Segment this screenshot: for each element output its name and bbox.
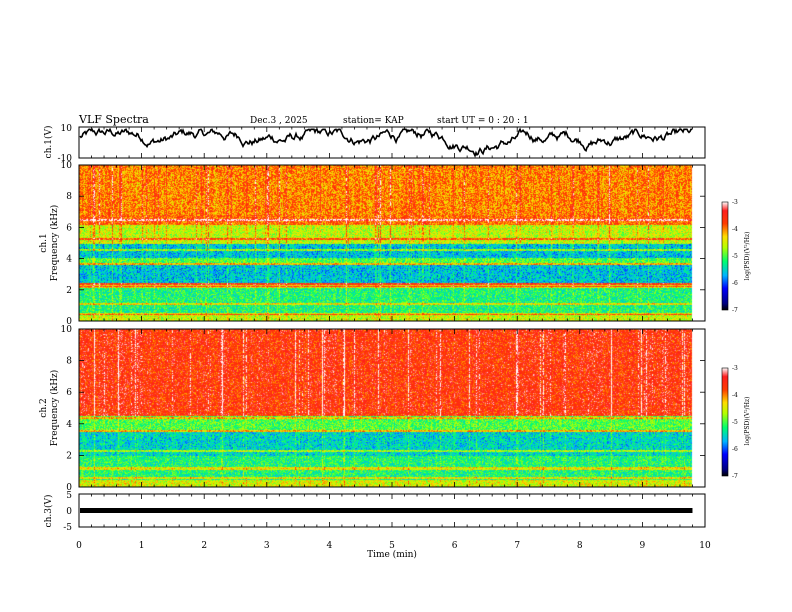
time-tick-label: 1: [139, 541, 145, 551]
ch3-waveform-ylabel: ch.3(V): [43, 495, 54, 528]
frequency-tick-label: 10: [61, 325, 73, 335]
ch2-spectrogram-panel: 0 2 4 6 8 10 ch.2 Frequency (kHz): [39, 325, 706, 493]
ch1-waveform-ticks: [78, 127, 706, 158]
time-tick-label: 8: [577, 541, 583, 551]
ch2-spectrogram-time-ticks: [78, 329, 706, 487]
ch2-colorbar-label: log(PSD)(V²/Hz): [744, 397, 751, 446]
ch1-ytick-bottom: -10: [58, 154, 73, 164]
ch3-waveform-ticks: [78, 494, 706, 527]
time-tick-label: 6: [452, 541, 458, 551]
time-tick-label: 5: [389, 541, 395, 551]
ch2-frequency-ylabel: Frequency (kHz): [49, 370, 60, 447]
time-tick-label: 4: [327, 541, 333, 551]
figure-title: VLF Spectra: [78, 113, 149, 126]
ch3-ytick-bottom: -5: [63, 523, 72, 533]
colorbar-tick-label: -5: [732, 419, 738, 426]
ch1-spectrogram-time-ticks: [78, 165, 706, 321]
ch1-channel-label: ch.1: [39, 233, 49, 252]
time-axis-tick-labels: 0 1 2 3 4 5 6 7 8 9 10: [76, 541, 711, 551]
frequency-tick-label: 4: [66, 420, 72, 430]
colorbar-tick-label: -5: [732, 253, 738, 260]
frequency-tick-label: 2: [66, 286, 72, 296]
frequency-tick-label: 0: [66, 483, 72, 493]
ch1-frequency-ylabel: Frequency (kHz): [49, 205, 60, 282]
time-tick-label: 3: [264, 541, 270, 551]
ch3-waveform-panel: 5 0 -5 ch.3(V) 0 1 2 3 4 5 6 7 8 9 10 Time (min): [43, 491, 711, 560]
colorbar-tick-label: -6: [732, 446, 738, 453]
colorbar-tick-label: -7: [732, 307, 738, 314]
colorbar-tick-label: -3: [732, 199, 738, 206]
time-tick-label: 7: [514, 541, 520, 551]
date-label: Dec.3 , 2025: [250, 116, 308, 126]
ch1-waveform-panel: 10 -10 ch.1(V): [43, 124, 706, 164]
time-tick-label: 9: [640, 541, 646, 551]
frequency-tick-label: 10: [61, 161, 73, 171]
ch1-colorbar-ticks: -3 -4 -5 -6 -7: [732, 199, 738, 314]
time-axis-label: Time (min): [367, 549, 417, 560]
frequency-tick-label: 8: [66, 357, 72, 367]
colorbar-tick-label: -4: [732, 226, 738, 233]
time-tick-label: 0: [76, 541, 82, 551]
ch1-colorbar-scale: [721, 201, 729, 311]
ch2-channel-label: ch.2: [39, 398, 49, 417]
ch2-colorbar-scale: [721, 367, 729, 477]
ch1-ytick-top: 10: [61, 124, 73, 134]
ch3-ytick-middle: 0: [66, 507, 72, 517]
start-time-label: start UT = 0 : 20 : 1: [437, 116, 529, 126]
ch1-frequency-ticks: 0 2 4 6 8 10: [61, 161, 705, 327]
colorbar-tick-label: -6: [732, 280, 738, 287]
ch1-spectrogram-image: [79, 165, 705, 321]
colorbar-tick-label: -4: [732, 392, 738, 399]
station-label: station= KAP: [343, 116, 404, 126]
time-tick-label: 2: [201, 541, 207, 551]
ch2-colorbar: -3 -4 -5 -6 -7 log(PSD)(V²/Hz): [721, 365, 751, 480]
ch2-frequency-ticks: 0 2 4 6 8 10: [61, 325, 705, 493]
ch1-colorbar-label: log(PSD)(V²/Hz): [744, 232, 751, 281]
ch1-spectrogram-panel: 0 2 4 6 8 10 ch.1 Frequency (kHz): [39, 161, 706, 327]
frequency-tick-label: 6: [66, 223, 72, 233]
time-tick-label: 10: [699, 541, 711, 551]
frequency-tick-label: 8: [66, 192, 72, 202]
ch1-colorbar: -3 -4 -5 -6 -7 log(PSD)(V²/Hz): [721, 199, 751, 314]
ch1-waveform-ylabel: ch.1(V): [43, 126, 54, 159]
frequency-tick-label: 2: [66, 451, 72, 461]
frequency-tick-label: 0: [66, 317, 72, 327]
ch2-colorbar-ticks: -3 -4 -5 -6 -7: [732, 365, 738, 480]
frequency-tick-label: 4: [66, 255, 72, 265]
colorbar-tick-label: -3: [732, 365, 738, 372]
ch3-ytick-top: 5: [66, 491, 72, 501]
frequency-tick-label: 6: [66, 388, 72, 398]
ch1-waveform-trace: [79, 127, 692, 158]
ch2-spectrogram-image: [79, 329, 705, 487]
colorbar-tick-label: -7: [732, 473, 738, 480]
